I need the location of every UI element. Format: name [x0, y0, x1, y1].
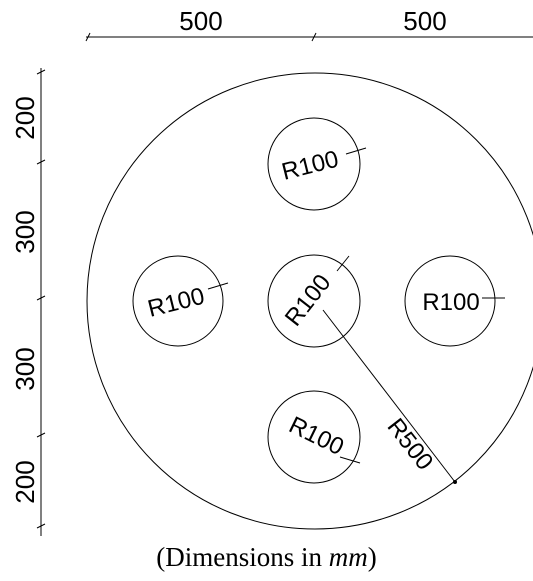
caption-prefix: (Dimensions in [156, 542, 329, 572]
horizontal-dim-right: 500 [403, 6, 446, 36]
hole-bottom-label: R100 [285, 412, 348, 461]
outer-radius-label: R500 [382, 413, 439, 475]
vertical-tick-4 [36, 432, 46, 438]
leader-center [336, 255, 350, 272]
hole-left-label: R100 [145, 283, 207, 323]
hole-center-label: R100 [280, 269, 337, 331]
hole-left [132, 255, 224, 347]
leader-left [207, 282, 229, 290]
hole-top [267, 117, 361, 211]
hole-right-label: R100 [422, 289, 479, 316]
vertical-tick-2 [36, 159, 46, 165]
vertical-tick-1 [36, 69, 46, 75]
outer-radius-line [322, 309, 456, 483]
vertical-dimension [36, 68, 46, 536]
vertical-dim-3: 300 [10, 347, 40, 390]
hole-center [267, 254, 361, 348]
radius-leaders [207, 147, 505, 483]
leader-top [345, 147, 367, 155]
outer-radius-end-point [453, 480, 457, 484]
hole-top-label: R100 [279, 146, 341, 186]
vertical-tick-3 [36, 295, 46, 301]
horizontal-tick-middle [311, 32, 317, 42]
vertical-dim-4: 200 [10, 460, 40, 503]
caption-suffix: ) [367, 542, 377, 572]
hole-bottom [267, 390, 361, 484]
horizontal-dim-left: 500 [179, 6, 222, 36]
caption-unit: mm [328, 542, 368, 572]
horizontal-dimension [85, 32, 533, 42]
caption: (Dimensions in mm) [0, 542, 533, 573]
outer-plate-circle [86, 72, 533, 530]
vertical-tick-5 [36, 523, 46, 529]
leader-bottom [339, 456, 361, 464]
vertical-dim-2: 300 [10, 210, 40, 253]
hole-right [404, 255, 496, 347]
vertical-dim-1: 200 [10, 96, 40, 139]
horizontal-tick-left [85, 32, 91, 42]
